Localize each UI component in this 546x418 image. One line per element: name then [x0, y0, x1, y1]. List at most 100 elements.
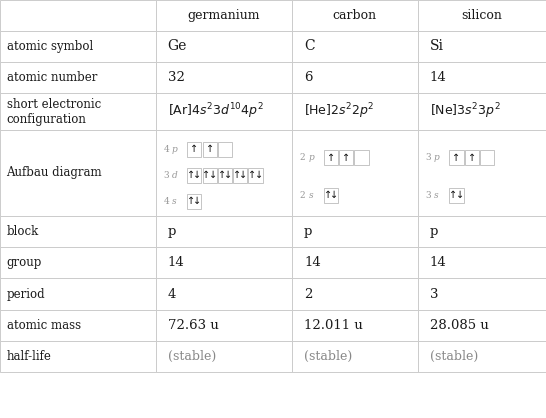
Bar: [418, 310, 546, 341]
Text: germanium: germanium: [188, 9, 260, 22]
Text: ↓: ↓: [193, 196, 201, 206]
Bar: [218, 168, 232, 183]
Text: ↑: ↑: [187, 171, 195, 181]
Bar: [0, 247, 156, 278]
Bar: [354, 150, 369, 166]
Text: ↑: ↑: [449, 190, 458, 200]
Bar: [292, 130, 418, 216]
Text: ↑: ↑: [248, 171, 257, 181]
Text: (stable): (stable): [304, 350, 352, 363]
Text: 4: 4: [163, 145, 169, 154]
Bar: [156, 247, 292, 278]
Bar: [418, 278, 546, 310]
Text: d: d: [172, 171, 178, 180]
Bar: [0, 341, 156, 372]
Text: p: p: [304, 225, 312, 238]
Bar: [248, 168, 263, 183]
Text: p: p: [308, 153, 314, 163]
Text: (stable): (stable): [430, 350, 478, 363]
Bar: [418, 247, 546, 278]
Bar: [292, 0, 418, 31]
Text: 2: 2: [300, 191, 305, 200]
Text: 6: 6: [304, 71, 313, 84]
Bar: [449, 150, 464, 166]
Text: 28.085 u: 28.085 u: [430, 319, 489, 332]
Bar: [156, 341, 292, 372]
Text: 14: 14: [304, 256, 321, 269]
Text: 2: 2: [300, 153, 305, 163]
Text: 14: 14: [168, 256, 185, 269]
Text: ↓: ↓: [193, 171, 201, 181]
Text: $\rm [He]2\mathit{s}^2 2\mathit{p}^2$: $\rm [He]2\mathit{s}^2 2\mathit{p}^2$: [304, 102, 375, 121]
Text: ↑: ↑: [453, 153, 460, 163]
Bar: [156, 62, 292, 93]
Bar: [418, 130, 546, 216]
Text: Ge: Ge: [168, 39, 187, 53]
Bar: [418, 341, 546, 372]
Text: configuration: configuration: [7, 112, 86, 126]
Bar: [292, 341, 418, 372]
Text: 3: 3: [425, 191, 431, 200]
Bar: [449, 188, 464, 203]
Bar: [418, 62, 546, 93]
Text: Si: Si: [430, 39, 444, 53]
Text: carbon: carbon: [333, 9, 377, 22]
Bar: [418, 93, 546, 130]
Bar: [203, 168, 217, 183]
Bar: [187, 168, 201, 183]
Text: ↑: ↑: [327, 153, 335, 163]
Text: ↑: ↑: [191, 145, 198, 155]
Text: Aufbau diagram: Aufbau diagram: [7, 166, 102, 179]
Bar: [339, 150, 353, 166]
Bar: [418, 0, 546, 31]
Text: s: s: [308, 191, 313, 200]
Text: 4: 4: [163, 197, 169, 206]
Text: $\rm [Ar]4\mathit{s}^2 3\mathit{d}^{10} 4\mathit{p}^2$: $\rm [Ar]4\mathit{s}^2 3\mathit{d}^{10} …: [168, 102, 264, 121]
Bar: [0, 0, 156, 31]
Text: ↓: ↓: [254, 171, 263, 181]
Text: half-life: half-life: [7, 350, 51, 363]
Text: 2: 2: [304, 288, 312, 301]
Text: ↑: ↑: [324, 190, 332, 200]
Text: atomic number: atomic number: [7, 71, 97, 84]
Text: group: group: [7, 256, 42, 269]
Bar: [0, 310, 156, 341]
Text: 12.011 u: 12.011 u: [304, 319, 363, 332]
Text: block: block: [7, 225, 39, 238]
Text: atomic symbol: atomic symbol: [7, 40, 93, 53]
Bar: [0, 31, 156, 62]
Text: 3: 3: [430, 288, 438, 301]
Text: ↓: ↓: [455, 190, 464, 200]
Bar: [156, 130, 292, 216]
Bar: [465, 150, 479, 166]
Text: 32: 32: [168, 71, 185, 84]
Text: 14: 14: [430, 256, 447, 269]
Bar: [187, 194, 201, 209]
Text: ↑: ↑: [187, 196, 195, 206]
Bar: [292, 278, 418, 310]
Text: 14: 14: [430, 71, 447, 84]
Text: s: s: [434, 191, 438, 200]
Text: ↑: ↑: [203, 171, 211, 181]
Text: 3: 3: [425, 153, 431, 163]
Text: ↓: ↓: [239, 171, 247, 181]
Text: 4: 4: [168, 288, 176, 301]
Text: 3: 3: [163, 171, 169, 180]
Bar: [233, 168, 247, 183]
Bar: [324, 188, 338, 203]
Bar: [156, 310, 292, 341]
Text: p: p: [172, 145, 178, 154]
Bar: [418, 216, 546, 247]
Bar: [292, 247, 418, 278]
Bar: [292, 62, 418, 93]
Text: C: C: [304, 39, 314, 53]
Bar: [156, 93, 292, 130]
Text: (stable): (stable): [168, 350, 216, 363]
Text: ↓: ↓: [330, 190, 338, 200]
Bar: [0, 93, 156, 130]
Text: p: p: [434, 153, 440, 163]
Bar: [156, 0, 292, 31]
Text: ↓: ↓: [209, 171, 217, 181]
Bar: [0, 62, 156, 93]
Text: ↑: ↑: [233, 171, 241, 181]
